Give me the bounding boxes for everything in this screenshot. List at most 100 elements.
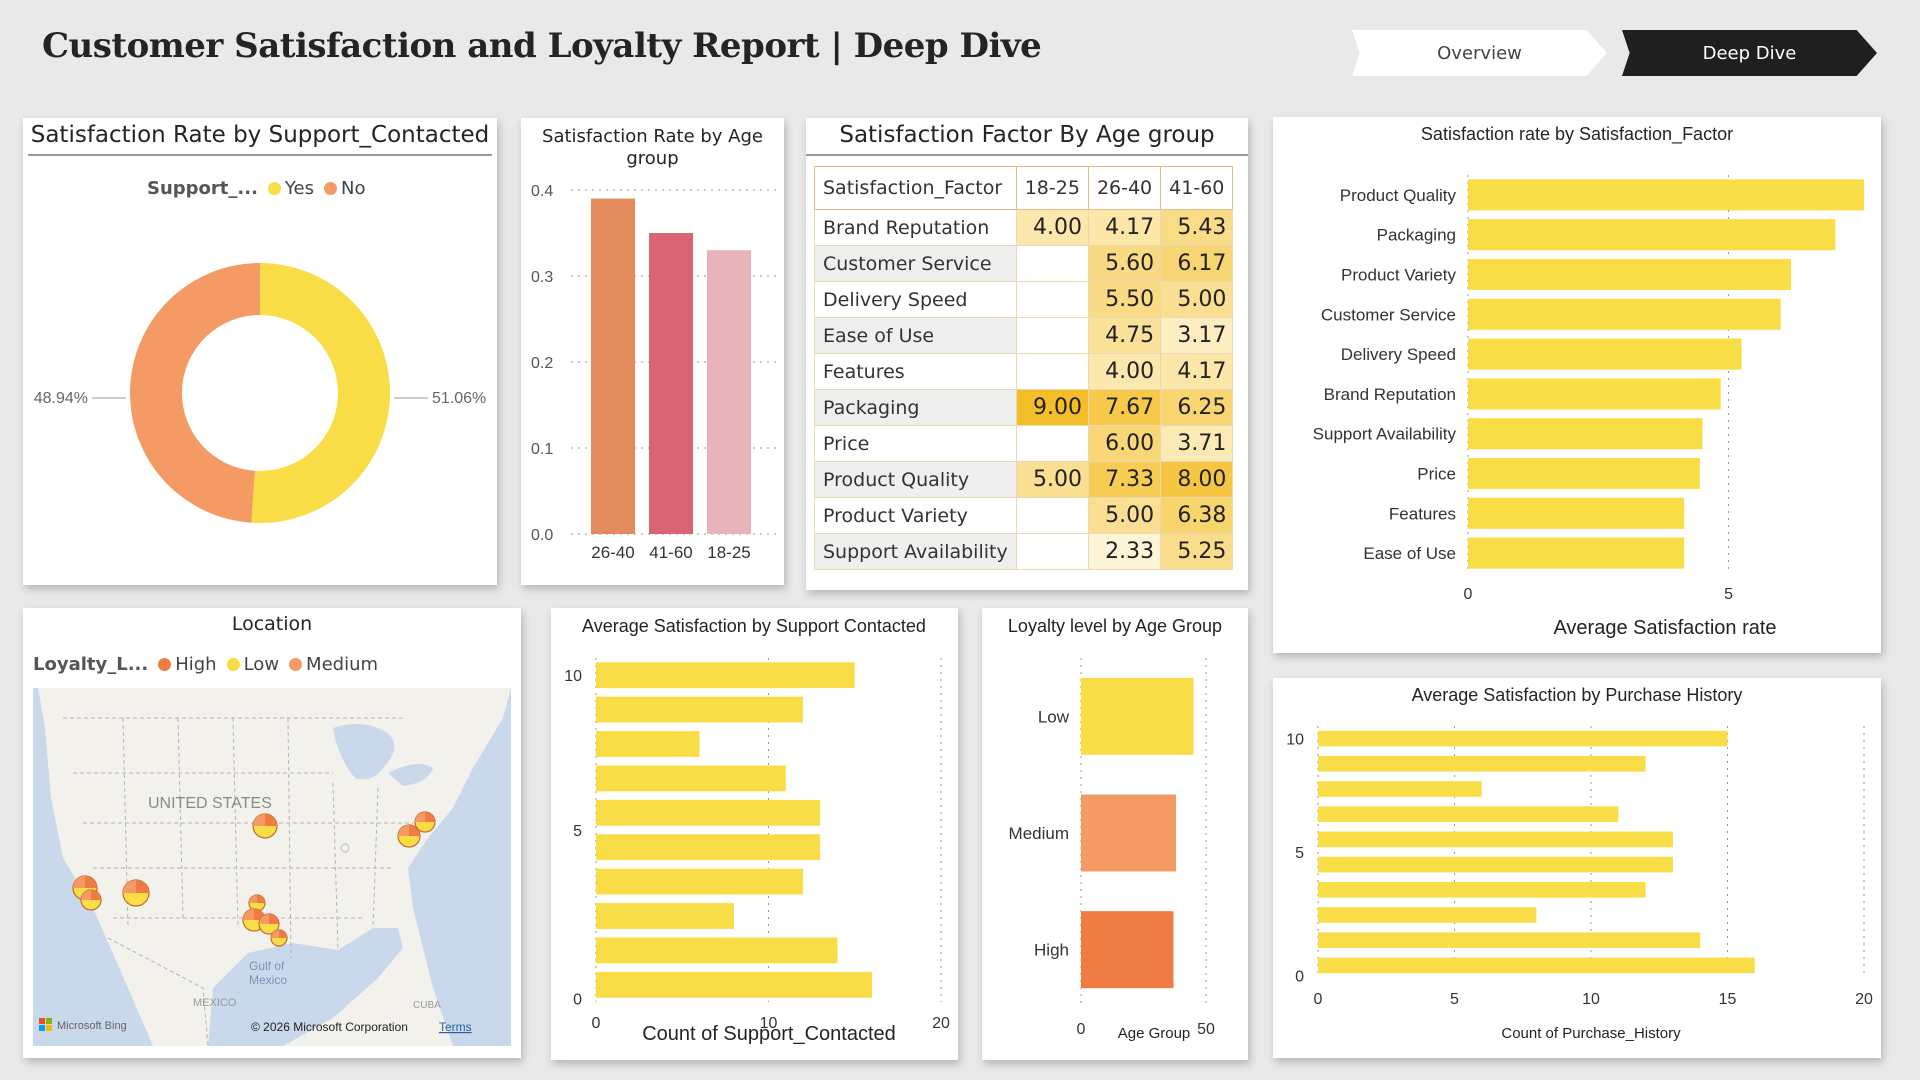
map-point-marker xyxy=(258,913,280,935)
purchase-bar xyxy=(1318,932,1701,949)
loyalty-bar xyxy=(1081,911,1174,989)
matrix-row: Product Variety 5.00 6.38 xyxy=(814,497,1234,534)
age-y-tick-label: 0.0 xyxy=(531,527,553,544)
matrix-header-18-25[interactable]: 18-25 xyxy=(1015,166,1089,210)
atlantic-ocean xyxy=(408,688,511,1046)
matrix-cell xyxy=(1015,245,1089,282)
low-legend-label: Low xyxy=(243,654,280,675)
factor-bar-chart: Satisfaction rate by Satisfaction_Factor… xyxy=(1313,124,1864,639)
matrix-row: Brand Reputation 4.00 4.17 5.43 xyxy=(814,209,1234,246)
page-title: Customer Satisfaction and Loyalty Report… xyxy=(42,26,1042,66)
support-title: Average Satisfaction by Support Contacte… xyxy=(582,616,926,636)
purchase-x-axis-title: Count of Purchase_History xyxy=(1501,1025,1681,1042)
bing-label: Microsoft Bing xyxy=(57,1020,127,1032)
factor-bar xyxy=(1468,537,1685,569)
matrix-row: Features 4.00 4.17 xyxy=(814,353,1234,390)
matrix-cell xyxy=(1015,425,1089,462)
age-y-tick-label: 0.4 xyxy=(531,183,553,200)
overview-tab-button[interactable]: Overview xyxy=(1352,30,1607,76)
support-x-tick-label: 20 xyxy=(932,1015,950,1032)
factor-bar xyxy=(1468,179,1864,211)
matrix-cell: 2.33 xyxy=(1087,533,1162,570)
map-point-marker xyxy=(397,824,421,848)
support-bar xyxy=(596,696,803,723)
age-bar-41-60 xyxy=(649,233,693,534)
age-bar-18-25 xyxy=(707,250,751,534)
matrix-cell xyxy=(1015,281,1089,318)
purchase-bar xyxy=(1318,907,1537,923)
matrix-cell: 6.25 xyxy=(1160,389,1234,426)
map-point-marker xyxy=(80,889,102,911)
age-y-tick-label: 0.2 xyxy=(531,355,553,372)
matrix-cell: 3.71 xyxy=(1160,425,1234,462)
map-point-marker xyxy=(122,879,150,907)
map-view[interactable]: UNITED STATES Gulf of Mexico MEXICO CUBA… xyxy=(33,688,511,1046)
matrix-card[interactable]: Satisfaction Factor By Age group Satisfa… xyxy=(806,118,1248,590)
loyalty-y-category-label: Medium xyxy=(1009,824,1069,843)
map-point-medium xyxy=(73,876,85,888)
matrix-row-label: Price xyxy=(814,425,1017,462)
support-bar xyxy=(596,937,838,964)
no-legend-label: No xyxy=(340,178,366,199)
purchase-x-tick-label: 0 xyxy=(1314,991,1323,1008)
support-bar xyxy=(596,662,855,689)
map-point-high xyxy=(279,930,287,938)
purchase-bar xyxy=(1318,856,1673,873)
low-legend-dot xyxy=(226,658,240,671)
donut-data-label-no: 48.94% xyxy=(34,390,88,407)
map-point-medium xyxy=(259,914,269,924)
matrix-header-41-60[interactable]: 41-60 xyxy=(1160,166,1234,210)
factor-y-category-label: Product Variety xyxy=(1341,266,1456,285)
matrix-cell: 5.43 xyxy=(1160,209,1234,246)
purchase-bar xyxy=(1318,781,1482,797)
donut-legend-title: Support_... xyxy=(147,178,258,199)
matrix-cell: 4.00 xyxy=(1087,353,1162,390)
map-legend-title: Loyalty_L... xyxy=(33,654,149,675)
matrix-row: Customer Service 5.60 6.17 xyxy=(814,245,1234,282)
donut-slice-yes xyxy=(251,263,390,523)
map-point-high xyxy=(269,914,279,924)
matrix-cell: 4.75 xyxy=(1087,317,1162,354)
loyalty-y-category-label: Low xyxy=(1038,707,1070,726)
high-legend-label: High xyxy=(175,654,217,675)
support-y-tick-label: 5 xyxy=(573,823,582,840)
map-point-high xyxy=(85,876,97,888)
purchase-bar xyxy=(1318,806,1619,823)
map-points xyxy=(72,811,436,947)
support-x-tick-label: 10 xyxy=(760,1015,778,1032)
map-point-high xyxy=(265,814,277,826)
factor-y-category-label: Price xyxy=(1417,465,1456,484)
matrix-cell: 9.00 xyxy=(1015,389,1089,426)
support-bar xyxy=(596,765,786,792)
map-point-medium xyxy=(398,825,409,836)
age-y-tick-label: 0.1 xyxy=(531,441,553,458)
donut-chart-card[interactable]: Satisfaction Rate by Support_Contacted S… xyxy=(23,118,497,585)
age-bar-chart-card[interactable]: Satisfaction Rate by Age group 0.0 0.1 0.2… xyxy=(521,118,784,585)
purchase-y-tick-label: 5 xyxy=(1295,845,1304,862)
factor-bar xyxy=(1468,497,1685,529)
country-label: UNITED STATES xyxy=(148,795,272,812)
purchase-bar-chart: Average Satisfaction by Purchase History… xyxy=(1286,685,1873,1042)
matrix-row: Price 6.00 3.71 xyxy=(814,425,1234,462)
medium-legend-label: Medium xyxy=(306,654,379,675)
map-terms-link[interactable]: Terms xyxy=(439,1020,472,1034)
map-point-high xyxy=(409,825,420,836)
factor-y-category-label: Ease of Use xyxy=(1363,544,1456,563)
matrix-header-factor[interactable]: Satisfaction_Factor xyxy=(814,166,1017,210)
matrix-title: Satisfaction Factor By Age group xyxy=(806,122,1248,156)
factor-bar-chart-card[interactable]: Satisfaction rate by Satisfaction_Factor… xyxy=(1273,117,1881,653)
age-y-tick-label: 0.3 xyxy=(531,269,553,286)
age-bar-26-40 xyxy=(591,198,635,534)
purchase-bar-chart-card[interactable]: Average Satisfaction by Purchase History… xyxy=(1273,678,1881,1058)
matrix-cell: 4.00 xyxy=(1015,209,1089,246)
factor-y-category-label: Delivery Speed xyxy=(1341,345,1456,364)
matrix-cell: 4.17 xyxy=(1087,209,1162,246)
matrix-cell: 5.00 xyxy=(1015,461,1089,498)
matrix-cell: 4.17 xyxy=(1160,353,1234,390)
map-card[interactable]: Location Loyalty_L... High Low Medium xyxy=(23,608,521,1058)
matrix-cell: 5.00 xyxy=(1160,281,1234,318)
matrix-header-26-40[interactable]: 26-40 xyxy=(1087,166,1162,210)
loyalty-bar-chart-card[interactable]: Loyalty level by Age Group 0 50 Low Medium Hi… xyxy=(982,608,1248,1060)
support-bar-chart-card[interactable]: Average Satisfaction by Support Contacte… xyxy=(551,608,958,1060)
deep-dive-tab-button[interactable]: Deep Dive xyxy=(1622,30,1877,76)
